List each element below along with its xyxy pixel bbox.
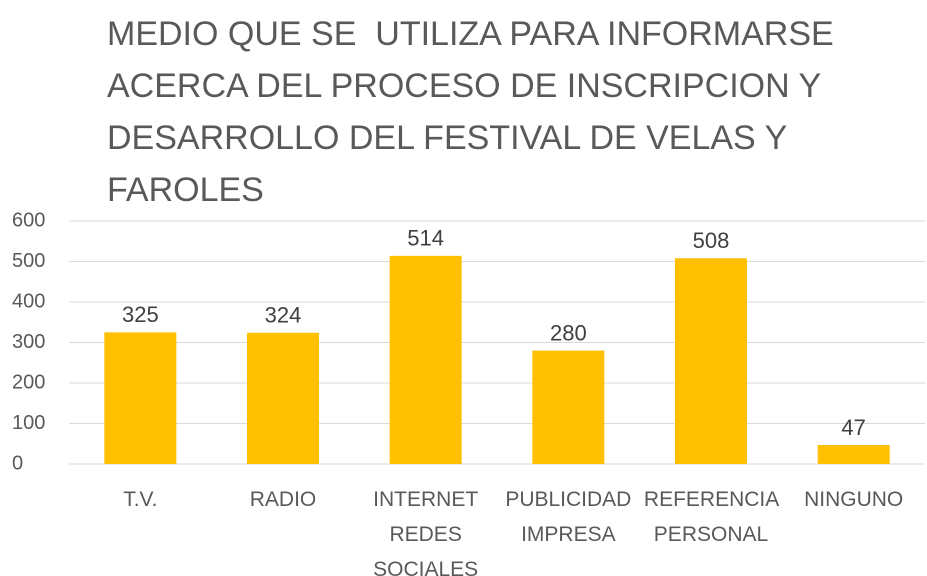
y-tick-label: 200 — [12, 371, 45, 393]
data-label: 325 — [122, 302, 159, 327]
y-tick-label: 500 — [12, 250, 45, 272]
y-tick-label: 0 — [12, 452, 23, 474]
y-tick-label: 300 — [12, 331, 45, 353]
chart-title: MEDIO QUE SE UTILIZA PARA INFORMARSE ACE… — [107, 15, 842, 209]
data-label: 324 — [265, 303, 302, 328]
bar — [389, 255, 462, 464]
x-tick-label: PUBLICIDAD IMPRESA — [505, 488, 632, 546]
data-label: 514 — [407, 226, 444, 251]
y-tick-label: 600 — [12, 209, 45, 231]
data-label: 508 — [693, 228, 730, 253]
data-label: 47 — [841, 415, 865, 440]
bar — [817, 444, 890, 464]
bar — [675, 258, 747, 464]
x-tick-label: INTERNET REDES SOCIALES — [373, 488, 479, 576]
y-tick-label: 400 — [12, 290, 45, 312]
bar — [247, 332, 319, 464]
x-tick-label: REFERENCIA PERSONAL — [643, 488, 780, 546]
bar — [104, 332, 177, 464]
x-tick-label: T.V. — [123, 488, 158, 511]
x-tick-label: NINGUNO — [804, 488, 904, 511]
y-tick-label: 100 — [12, 412, 45, 434]
bar — [532, 350, 605, 464]
data-label: 280 — [550, 320, 587, 345]
x-tick-label: RADIO — [249, 488, 317, 511]
